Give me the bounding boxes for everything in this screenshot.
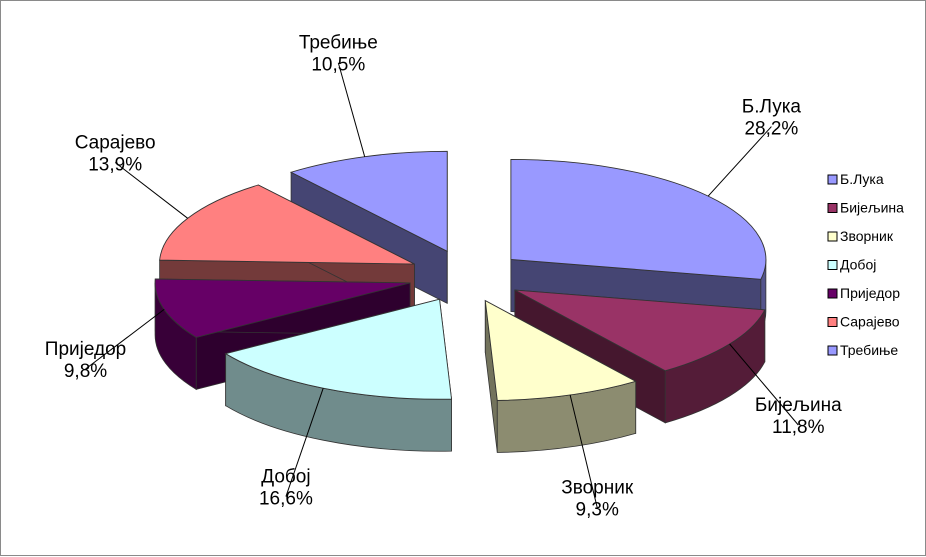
legend-label-6: Сарајево xyxy=(840,314,900,330)
leader-lines xyxy=(85,62,799,508)
slice-4-leader xyxy=(285,388,324,497)
slice-2-value-label: 11,8% xyxy=(772,417,825,438)
slice-7-value-label: 10,5% xyxy=(311,55,365,76)
legend-swatch-5 xyxy=(827,288,838,299)
slice-7-category-label: Требиње xyxy=(299,33,378,54)
slice-4-value-label: 16,6% xyxy=(259,489,313,510)
slice-1-category-label: Б.Лука xyxy=(742,97,802,118)
legend-label-4: Добој xyxy=(840,257,876,273)
legend-label-5: Приједор xyxy=(840,285,900,301)
legend-swatch-2 xyxy=(827,203,838,213)
legend-swatch-6 xyxy=(827,317,838,327)
legend: Б.Лука Бијељина Зворник Добој Приједор Сараје… xyxy=(827,171,904,358)
slice-5-category-label: Приједор xyxy=(45,339,126,360)
slice-3-value-label: 9,3% xyxy=(576,499,619,520)
slice-4-category-label: Добој xyxy=(261,467,310,488)
slice-2-category-label: Бијељина xyxy=(755,395,842,416)
slice-3-category-label: Зворник xyxy=(561,477,634,498)
slice-7-leader xyxy=(337,62,366,157)
slice-6-leader xyxy=(114,162,189,219)
slice-6-value-label: 13,9% xyxy=(88,154,142,175)
slice-1-top xyxy=(510,159,767,280)
slice-1-value-label: 28,2% xyxy=(744,119,798,140)
legend-label-2: Бијељина xyxy=(840,200,904,216)
slice-2-leader xyxy=(729,343,799,426)
slice-2-top xyxy=(514,289,766,372)
legend-label-1: Б.Лука xyxy=(840,171,884,187)
slice-5-value-label: 9,8% xyxy=(64,361,107,382)
legend-swatch-3 xyxy=(827,231,838,242)
legend-swatch-7 xyxy=(827,345,838,356)
slice-1-leader xyxy=(707,126,772,197)
pie-tops xyxy=(154,150,767,401)
legend-label-7: Требиње xyxy=(840,342,898,358)
legend-swatch-4 xyxy=(827,260,838,270)
legend-label-3: Зворник xyxy=(840,228,894,244)
legend-swatch-1 xyxy=(827,174,838,185)
slice-6-category-label: Сарајево xyxy=(75,132,156,153)
slice-7-top xyxy=(289,150,448,253)
slice-6-top xyxy=(159,184,415,265)
slice-5-leader xyxy=(85,309,165,370)
slice-3-leader xyxy=(569,394,598,508)
